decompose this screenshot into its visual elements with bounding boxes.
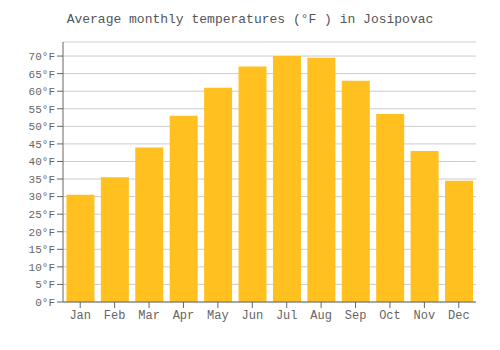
svg-text:20°F: 20°F <box>29 227 55 239</box>
svg-text:Nov: Nov <box>414 309 436 323</box>
svg-text:5°F: 5°F <box>35 279 55 291</box>
svg-text:Sep: Sep <box>345 309 367 323</box>
svg-text:15°F: 15°F <box>29 244 55 256</box>
svg-text:0°F: 0°F <box>35 297 55 309</box>
svg-text:Feb: Feb <box>104 309 126 323</box>
svg-text:65°F: 65°F <box>29 69 55 81</box>
svg-text:45°F: 45°F <box>29 139 55 151</box>
html-text:Average monthly temperatures (: Average monthly temperatures (°F ) in Jo… <box>66 12 434 27</box>
svg-text:Dec: Dec <box>448 309 470 323</box>
svg-text:Jun: Jun <box>241 309 263 323</box>
svg-text:50°F: 50°F <box>29 121 55 133</box>
svg-text:Oct: Oct <box>379 309 401 323</box>
svg-text:40°F: 40°F <box>29 156 55 168</box>
svg-text:25°F: 25°F <box>29 209 55 221</box>
svg-text:Jul: Jul <box>276 309 298 323</box>
svg-text:Aug: Aug <box>310 309 332 323</box>
svg-text:Apr: Apr <box>173 309 195 323</box>
svg-text:10°F: 10°F <box>29 262 55 274</box>
svg-text:May: May <box>207 309 229 323</box>
svg-text:35°F: 35°F <box>29 174 55 186</box>
svg-text:55°F: 55°F <box>29 104 55 116</box>
svg-text:30°F: 30°F <box>29 191 55 203</box>
svg-text:60°F: 60°F <box>29 86 55 98</box>
svg-text:Jan: Jan <box>69 309 91 323</box>
svg-text:70°F: 70°F <box>29 51 55 63</box>
svg-text:Mar: Mar <box>138 309 160 323</box>
